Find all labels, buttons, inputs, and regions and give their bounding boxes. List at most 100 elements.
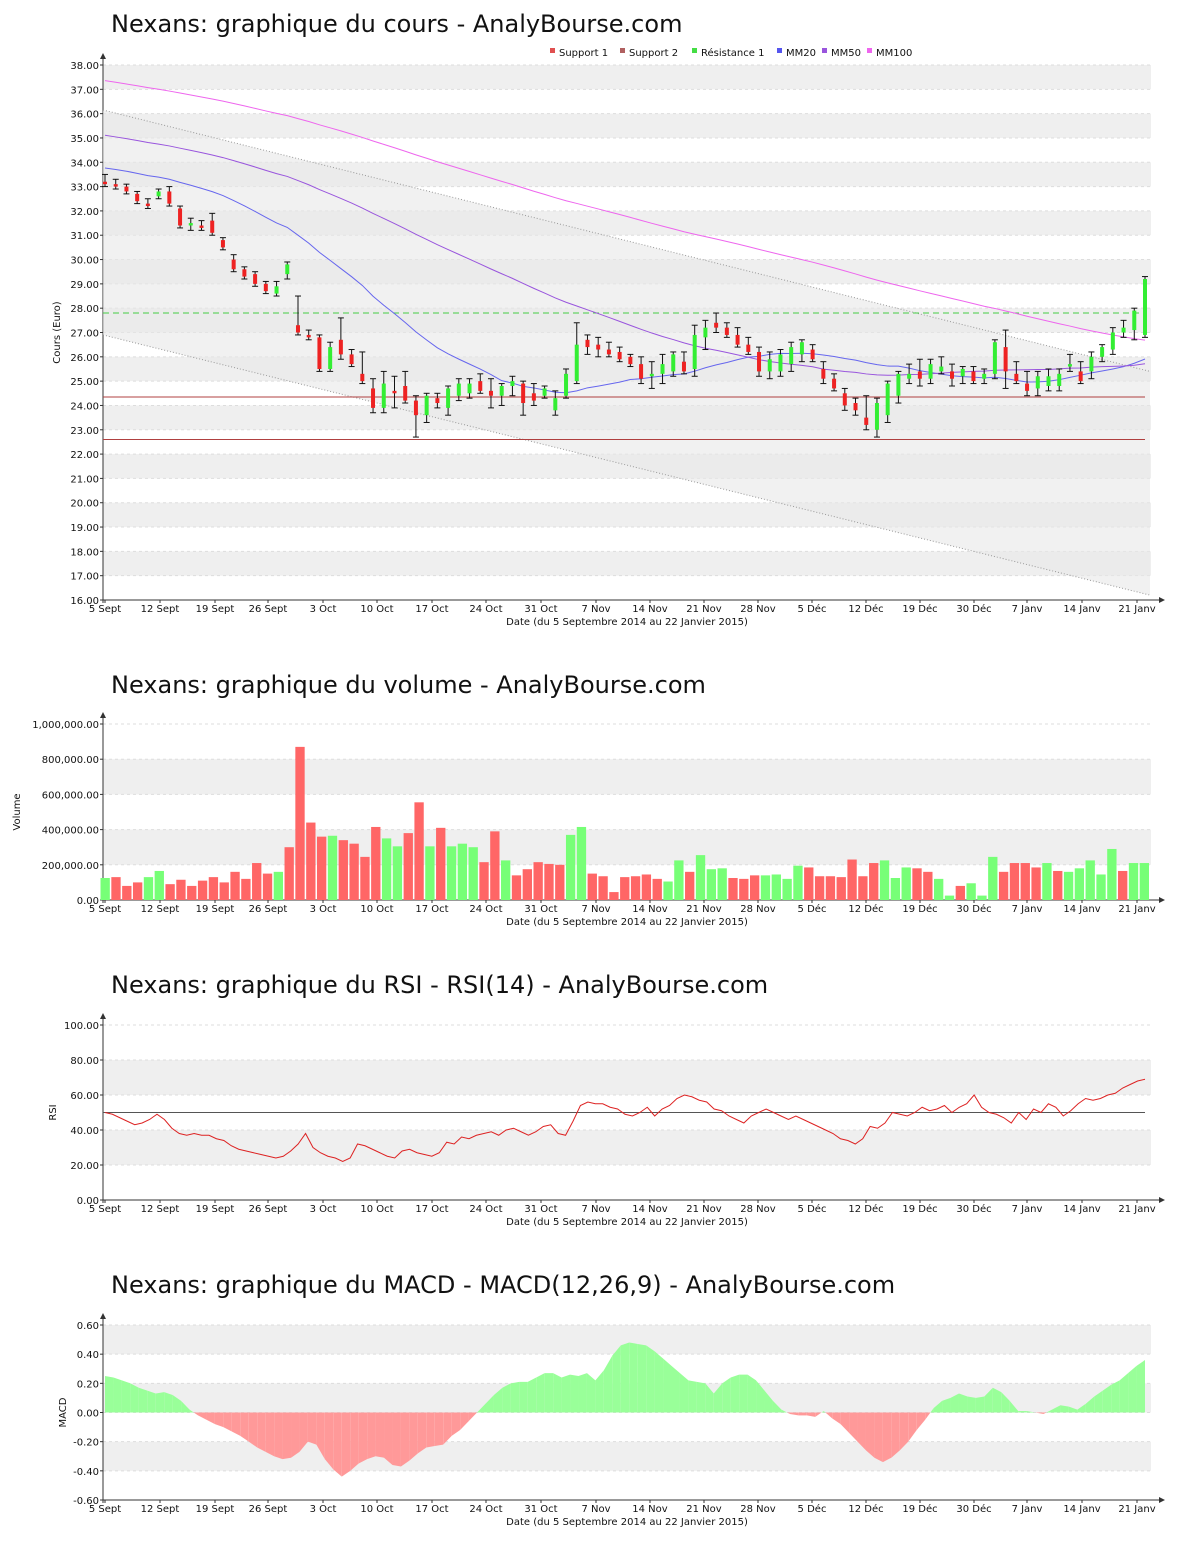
macd-area-segment bbox=[443, 1412, 452, 1445]
candle-body bbox=[778, 354, 783, 372]
candle-body bbox=[896, 373, 901, 396]
volume-bar bbox=[847, 859, 857, 900]
y-tick-label: 800,000.00 bbox=[42, 755, 99, 766]
macd-area-segment bbox=[502, 1383, 511, 1413]
candle-body bbox=[167, 191, 172, 204]
macd-area-segment bbox=[1018, 1411, 1027, 1413]
candle-body bbox=[1100, 347, 1105, 357]
volume-bar bbox=[609, 892, 619, 900]
volume-bar bbox=[739, 878, 749, 900]
macd-area-segment bbox=[806, 1412, 816, 1417]
volume-bar bbox=[360, 856, 370, 900]
volume-bar bbox=[349, 843, 359, 900]
candle-body bbox=[199, 225, 204, 228]
x-tick-label: 30 Déc bbox=[956, 903, 991, 915]
candle-body bbox=[1035, 376, 1040, 389]
macd-area-segment bbox=[756, 1380, 765, 1413]
volume-bar bbox=[1139, 863, 1149, 900]
volume-bar bbox=[1009, 863, 1020, 900]
x-tick-label: 7 Nov bbox=[581, 904, 610, 915]
macd-area-segment bbox=[113, 1377, 122, 1413]
price-chart: 16.00 17.00 18.00 19.00 20.00 21.00 22.00 23.00… bbox=[52, 47, 1165, 628]
volume-bar bbox=[555, 864, 565, 900]
volume-chart: 0.00 200,000.00 400,000.00 600,000.00 800,00… bbox=[12, 712, 1165, 928]
volume-bar bbox=[457, 843, 468, 900]
candle-body bbox=[274, 286, 279, 294]
candle-body bbox=[735, 334, 740, 345]
candle-body bbox=[1089, 356, 1094, 372]
y-tick-label: 30.00 bbox=[70, 256, 99, 267]
x-tick-label: 3 Oct bbox=[310, 1204, 337, 1215]
macd-area-segment bbox=[147, 1390, 156, 1413]
x-tick-label: 26 Sept bbox=[249, 604, 288, 615]
macd-area-segment bbox=[663, 1358, 672, 1413]
x-tick-label: 24 Oct bbox=[469, 604, 502, 615]
macd-area-segment bbox=[193, 1412, 199, 1416]
macd-area-segment bbox=[679, 1373, 689, 1413]
y-tick-label: 32.00 bbox=[70, 207, 99, 218]
macd-area-segment bbox=[620, 1342, 630, 1413]
x-tick-label: 17 Oct bbox=[415, 1504, 448, 1515]
volume-bar bbox=[1096, 874, 1106, 900]
macd-area-segment bbox=[612, 1345, 621, 1413]
macd-area-segment bbox=[130, 1383, 139, 1413]
macd-area-segment bbox=[1046, 1409, 1052, 1413]
candle-body bbox=[767, 359, 772, 372]
x-tick-label: 7 Nov bbox=[581, 1504, 610, 1515]
macd-area-segment bbox=[536, 1373, 545, 1413]
x-tick-label: 24 Oct bbox=[469, 904, 502, 915]
candle-body bbox=[542, 388, 547, 396]
macd-area-segment bbox=[654, 1351, 664, 1413]
macd-area-segment bbox=[214, 1412, 224, 1428]
legend-label: MM20 bbox=[786, 48, 816, 59]
x-tick-label: 12 Déc bbox=[848, 1503, 883, 1515]
macd-area-segment bbox=[570, 1374, 579, 1413]
macd-area-segment bbox=[274, 1412, 283, 1460]
macd-area-segment bbox=[696, 1381, 706, 1413]
macd-area-segment bbox=[426, 1412, 435, 1448]
x-tick-label: 28 Nov bbox=[740, 1204, 776, 1215]
legend-swatch bbox=[692, 48, 697, 53]
y-tick-label: 21.00 bbox=[70, 474, 99, 485]
macd-area-segment bbox=[307, 1412, 317, 1445]
x-tick-label: 21 Janv bbox=[1118, 904, 1155, 915]
candle-body bbox=[1003, 347, 1008, 372]
candle-body bbox=[210, 220, 215, 233]
y-tick-label: 26.00 bbox=[70, 353, 99, 364]
y-tick-label: 29.00 bbox=[70, 280, 99, 291]
macd-area-segment bbox=[908, 1412, 917, 1442]
volume-bar bbox=[988, 856, 998, 900]
macd-area-segment bbox=[265, 1412, 275, 1457]
candle-body bbox=[692, 334, 697, 369]
volume-bar bbox=[977, 895, 987, 900]
macd-area-segment bbox=[789, 1412, 799, 1416]
macd-area-segment bbox=[1009, 1400, 1019, 1413]
volume-bar bbox=[1063, 871, 1074, 900]
macd-area-segment bbox=[629, 1342, 638, 1413]
volume-bar bbox=[674, 860, 684, 900]
volume-bar bbox=[1042, 863, 1052, 900]
candle-body bbox=[1143, 279, 1147, 335]
macd-chart-title: Nexans: graphique du MACD - MACD(12,26,9… bbox=[111, 1271, 896, 1299]
candle-body bbox=[907, 373, 912, 379]
macd-area-segment bbox=[375, 1412, 385, 1458]
candle-body bbox=[403, 386, 408, 401]
mm100-line bbox=[104, 80, 1146, 341]
x-axis-title: Date (du 5 Septembre 2014 au 22 Janvier … bbox=[506, 1517, 748, 1528]
x-tick-label: 7 Janv bbox=[1012, 604, 1043, 615]
candle-body bbox=[1057, 373, 1062, 386]
x-tick-label: 21 Nov bbox=[686, 1504, 722, 1515]
x-tick-label: 14 Janv bbox=[1063, 1204, 1100, 1215]
x-tick-label: 3 Oct bbox=[310, 1504, 337, 1515]
macd-area-segment bbox=[316, 1412, 325, 1460]
x-tick-label: 3 Oct bbox=[310, 904, 337, 915]
y-tick-label: 24.00 bbox=[70, 401, 99, 412]
volume-bar bbox=[284, 847, 294, 900]
macd-area-segment bbox=[527, 1377, 537, 1413]
y-tick-label: 34.00 bbox=[70, 158, 99, 169]
macd-area-segment bbox=[1026, 1411, 1036, 1413]
volume-bar bbox=[706, 869, 717, 900]
candle-body bbox=[349, 354, 354, 365]
y-axis-arrow bbox=[100, 712, 106, 718]
y-tick-label: 23.00 bbox=[70, 426, 99, 437]
